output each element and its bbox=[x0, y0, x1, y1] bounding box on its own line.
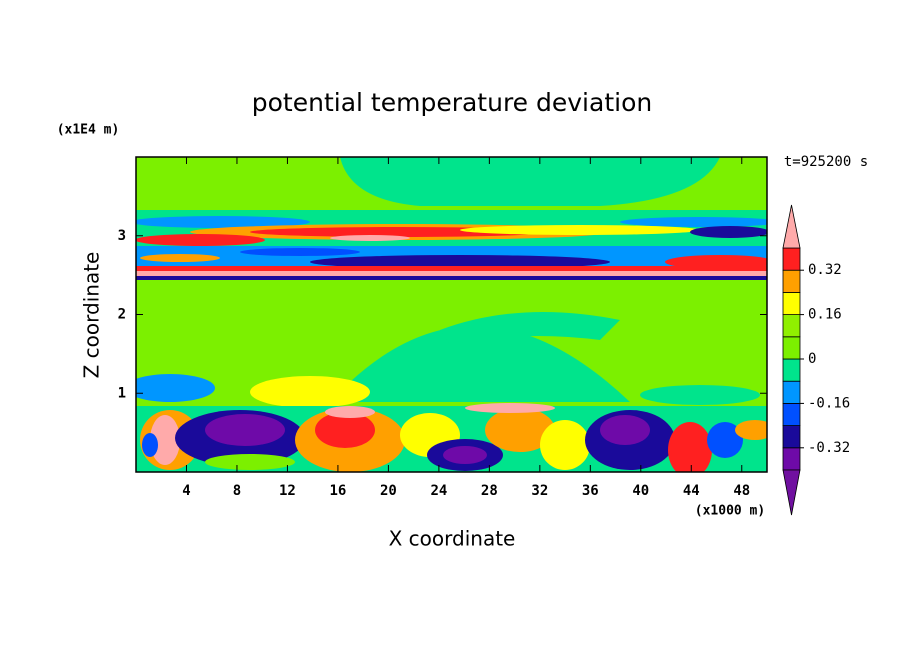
y-axis-label: Z coordinate bbox=[80, 252, 104, 379]
x-tick-label: 20 bbox=[380, 483, 397, 499]
colorbar-segment bbox=[782, 269, 801, 293]
x-tick-label: 44 bbox=[683, 483, 700, 499]
contour-fill bbox=[707, 422, 743, 458]
contour-fill bbox=[440, 312, 620, 345]
contour-fill bbox=[150, 415, 180, 465]
colorbar-tick-label: 0.32 bbox=[808, 262, 842, 278]
contour-fill bbox=[460, 225, 700, 235]
colorbar-segment bbox=[782, 336, 801, 360]
contour-fill bbox=[140, 254, 220, 262]
contour-fill bbox=[735, 420, 767, 440]
x-unit: (x1000 m) bbox=[695, 504, 765, 519]
contour-fill bbox=[540, 420, 590, 470]
x-tick-label: 32 bbox=[531, 483, 548, 499]
x-tick-label: 40 bbox=[632, 483, 649, 499]
contour-fill bbox=[640, 385, 760, 405]
y-tick-label: 1 bbox=[118, 385, 126, 401]
y-unit: (x1E4 m) bbox=[57, 123, 120, 138]
colorbar-segment bbox=[782, 314, 801, 338]
colorbar-tick-label: -0.16 bbox=[808, 395, 850, 411]
colorbar-segment bbox=[782, 425, 801, 449]
contour-fill bbox=[142, 433, 158, 457]
contour-fill bbox=[136, 266, 767, 271]
colorbar-tick-label: -0.32 bbox=[808, 440, 850, 456]
colorbar-extend-low bbox=[782, 469, 801, 516]
chart-title: potential temperature deviation bbox=[252, 88, 652, 117]
contour-fill bbox=[136, 374, 215, 402]
y-tick-label: 3 bbox=[118, 228, 126, 244]
colorbar-segment bbox=[782, 358, 801, 382]
contour-fill bbox=[136, 271, 767, 276]
x-tick-label: 8 bbox=[233, 483, 241, 499]
colorbar-tick-label: 0.16 bbox=[808, 307, 842, 323]
contour-fill bbox=[485, 408, 555, 452]
contour-fill bbox=[240, 248, 360, 256]
contour-fill bbox=[136, 234, 265, 246]
contour-fill bbox=[340, 157, 720, 206]
contour-fill bbox=[205, 414, 285, 446]
contour-fill bbox=[465, 403, 555, 413]
x-tick-label: 12 bbox=[279, 483, 296, 499]
contour-fill bbox=[690, 226, 767, 238]
contour-fill bbox=[205, 454, 295, 470]
contour-field bbox=[136, 157, 767, 472]
contour-fill bbox=[136, 216, 310, 228]
colorbar-segment bbox=[782, 447, 801, 471]
contour-fill bbox=[665, 255, 767, 269]
colorbar-segment bbox=[782, 402, 801, 426]
colorbar-extend-high bbox=[782, 204, 801, 249]
x-tick-label: 48 bbox=[733, 483, 750, 499]
contour-fill bbox=[330, 235, 410, 241]
contour-fill bbox=[310, 255, 610, 269]
contour-fill bbox=[443, 446, 487, 464]
time-label: t=925200 s bbox=[784, 154, 868, 170]
contour-fill bbox=[668, 422, 712, 472]
colorbar-segment bbox=[782, 291, 801, 315]
colorbar-segment bbox=[782, 380, 801, 404]
x-tick-label: 4 bbox=[182, 483, 190, 499]
contour-fill bbox=[330, 326, 630, 402]
contour-fill bbox=[136, 276, 767, 280]
contour-fill bbox=[600, 415, 650, 445]
y-tick-label: 2 bbox=[118, 307, 126, 323]
contour-fill bbox=[315, 412, 375, 448]
x-tick-label: 16 bbox=[329, 483, 346, 499]
x-tick-label: 28 bbox=[481, 483, 498, 499]
x-tick-label: 36 bbox=[582, 483, 599, 499]
contour-fill bbox=[250, 376, 370, 408]
colorbar-segment bbox=[782, 247, 801, 271]
x-tick-label: 24 bbox=[430, 483, 447, 499]
contour-fill bbox=[620, 217, 767, 227]
colorbar-tick-label: 0 bbox=[808, 351, 816, 367]
contour-fill bbox=[325, 406, 375, 418]
x-axis-label: X coordinate bbox=[389, 527, 516, 551]
